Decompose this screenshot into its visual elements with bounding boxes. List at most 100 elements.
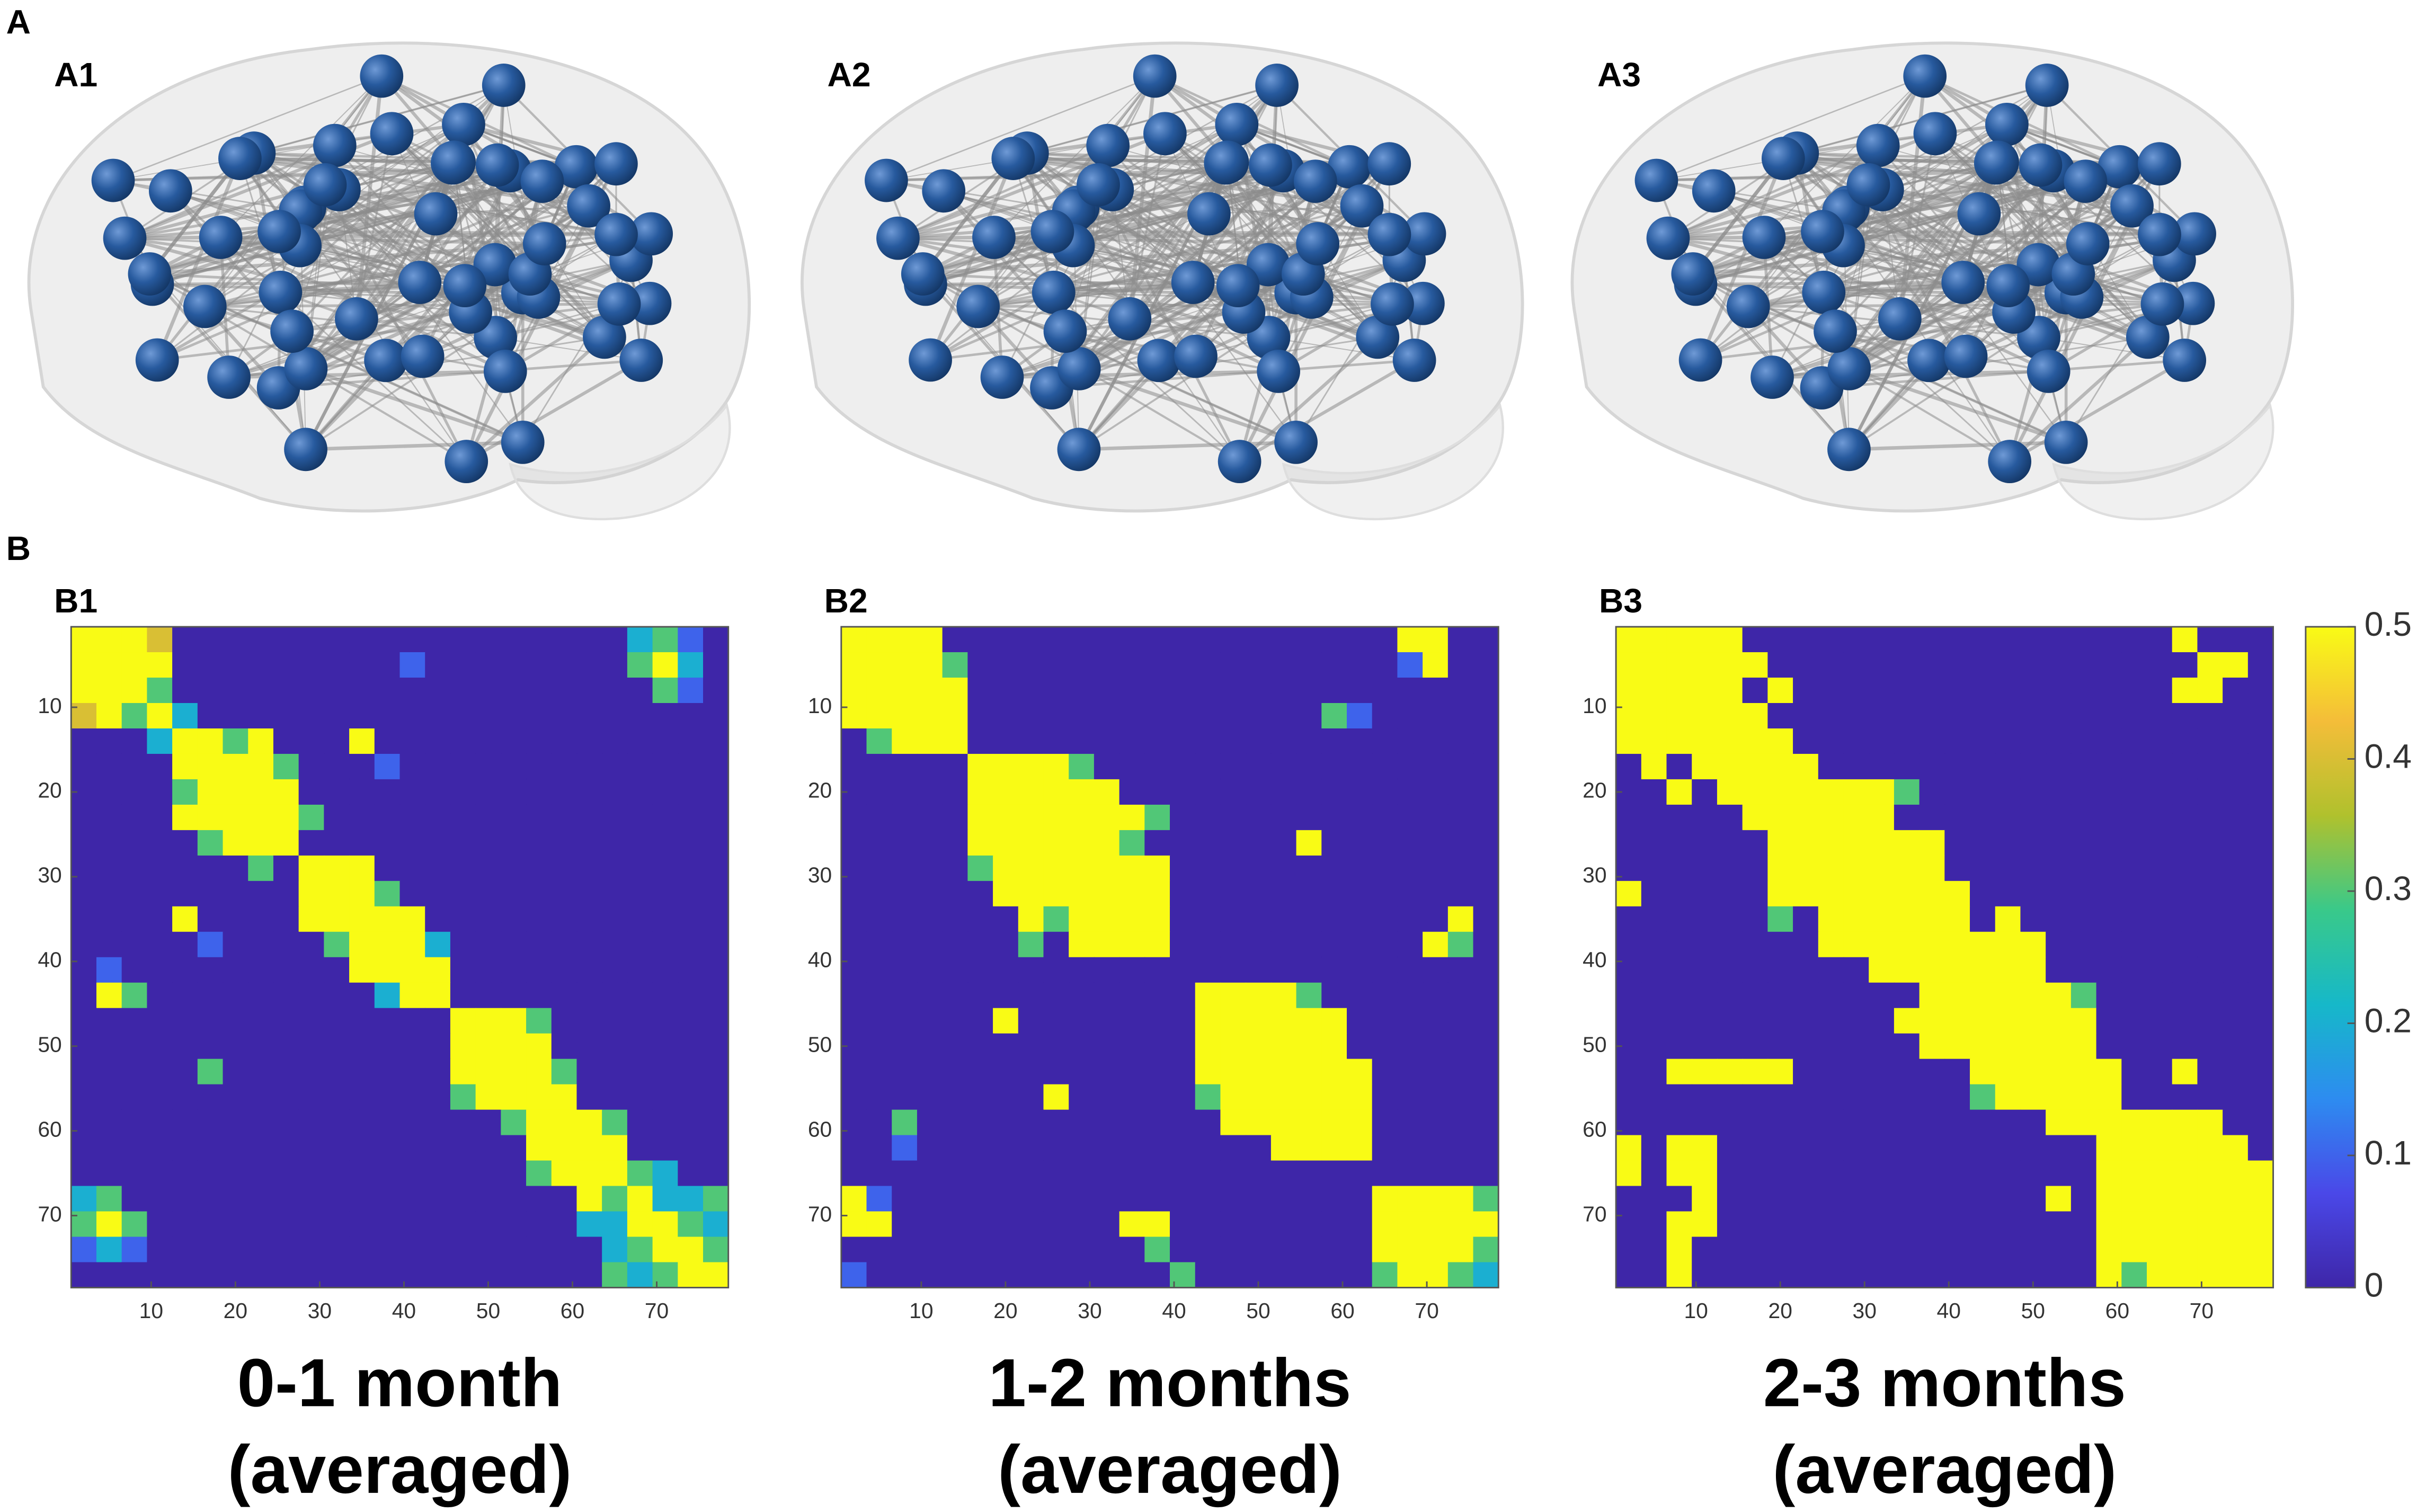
heatmap-cell [248,1237,274,1263]
heatmap-cell [1347,753,1373,780]
heatmap-cell [1246,1237,1272,1263]
heatmap-cell [1447,1211,1474,1238]
heatmap-cell [2071,627,2097,653]
heatmap-cell [1220,753,1247,780]
heatmap-cell [1793,652,1819,678]
heatmap-cell [1944,627,1970,653]
heatmap-cell [349,855,375,882]
heatmap-cell [1717,753,1743,780]
heatmap-cell [1995,982,2021,1009]
heatmap-cell [917,728,943,754]
heatmap-cell [1473,855,1499,882]
heatmap-cell [2172,652,2198,678]
heatmap-cell [1869,1084,1895,1110]
heatmap-cell [450,804,476,831]
brain-node [1274,420,1318,464]
heatmap-cell [1321,830,1347,856]
heatmap-cell [1119,1237,1145,1263]
heatmap-cell [2046,957,2072,983]
heatmap-cell [1372,1084,1398,1110]
heatmap-cell [1818,1033,1844,1060]
heatmap-cell [1195,779,1221,805]
heatmap-cell [892,1237,918,1263]
heatmap-cell [1767,728,1793,754]
heatmap-cell [993,1033,1019,1060]
heatmap-cell [1372,703,1398,729]
heatmap-cell [866,1059,893,1085]
heatmap-cell [1869,931,1895,958]
heatmap-cell [1018,652,1044,678]
heatmap-cell [1616,880,1642,907]
brain-node [1761,137,1805,180]
y-tick-label: 70 [38,1202,61,1226]
heatmap-cell [1869,728,1895,754]
heatmap-cell [1018,1186,1044,1212]
heatmap-cell [1641,652,1667,678]
heatmap-cell [147,1160,173,1187]
brain-node [1976,140,2019,184]
heatmap-cell [71,1237,97,1263]
heatmap-cell [1018,678,1044,704]
heatmap-cell [866,1033,893,1060]
heatmap-cell [450,1211,476,1238]
heatmap-cell [1944,1059,1970,1085]
heatmap-cell [703,1135,729,1161]
heatmap-cell [501,906,527,932]
heatmap-cell [1094,830,1120,856]
heatmap-cell [1641,982,1667,1009]
heatmap-cell [967,1109,993,1136]
chart-subtitle: (averaged) [998,1432,1341,1508]
y-tick-label: 20 [38,778,61,803]
heatmap-cell [2046,1160,2072,1187]
heatmap-cell [475,855,502,882]
heatmap-cell [576,906,603,932]
heatmap-cell [1919,1059,1945,1085]
y-tick-label: 40 [1583,948,1606,972]
heatmap-cell [1843,627,1870,653]
heatmap-cell [993,957,1019,983]
heatmap-cell [942,1109,968,1136]
heatmap-cell [172,1033,198,1060]
heatmap-cell [551,753,577,780]
heatmap-cell [2147,678,2173,704]
heatmap-cell [1296,652,1322,678]
heatmap-cell [1372,753,1398,780]
heatmap-cell [2020,652,2047,678]
heatmap-cell [627,779,653,805]
heatmap-cell [96,1084,122,1110]
heatmap-cell [425,703,451,729]
heatmap-cell [324,703,350,729]
heatmap-cell [1894,1135,1920,1161]
heatmap-cell [1296,931,1322,958]
heatmap-cell [374,1262,401,1288]
x-tick-label: 40 [1162,1298,1186,1323]
heatmap-cell [1397,652,1424,678]
heatmap-cell [1423,1211,1449,1238]
heatmap-cell [602,1008,628,1034]
heatmap-cell [1641,678,1667,704]
heatmap-cell [1296,627,1322,653]
heatmap-cell [1423,957,1449,983]
heatmap-cell [1170,678,1196,704]
brain-node [1692,169,1736,213]
heatmap-cell [1919,830,1945,856]
x-tick-label: 40 [392,1298,416,1323]
heatmap-cell [652,753,679,780]
heatmap-cell [2121,1211,2147,1238]
heatmap-cell [147,1109,173,1136]
heatmap-cell [576,703,603,729]
heatmap-cell [1069,1135,1095,1161]
heatmap-cell [967,1084,993,1110]
brain-node [972,216,1016,259]
brain-node [2025,64,2069,107]
heatmap-cell [273,728,299,754]
brain-node [1030,210,1074,253]
brain-edge [1747,161,1998,307]
heatmap-cell [2223,1059,2249,1085]
heatmap-cell [1944,652,1970,678]
heatmap-cell [298,1059,325,1085]
heatmap-cell [1793,753,1819,780]
heatmap-cell [475,652,502,678]
heatmap-cell [2223,804,2249,831]
heatmap-cell [1944,753,1970,780]
